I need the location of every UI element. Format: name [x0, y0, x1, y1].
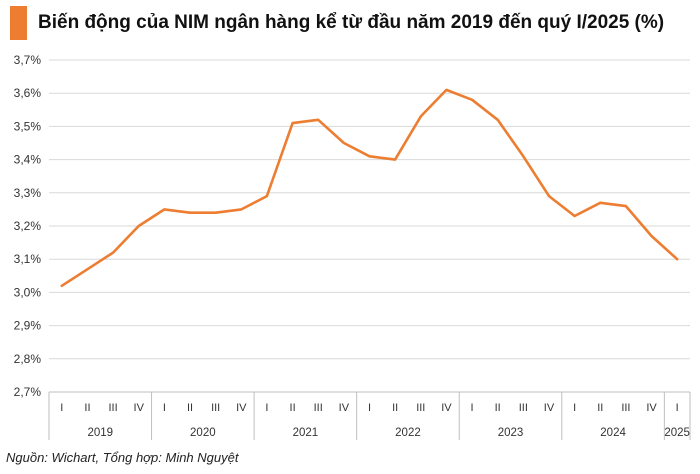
- y-tick-label: 3,1%: [14, 252, 42, 266]
- x-tick-label: III: [211, 402, 220, 414]
- year-label: 2025: [664, 427, 690, 439]
- x-tick-label: IV: [339, 402, 350, 414]
- x-tick-label: II: [84, 402, 90, 414]
- x-tick-label: I: [60, 402, 63, 414]
- y-tick-label: 2,8%: [14, 352, 42, 366]
- title-accent-bar: [10, 6, 27, 40]
- y-tick-label: 3,4%: [14, 153, 42, 167]
- x-tick-label: III: [416, 402, 425, 414]
- y-tick-label: 2,7%: [14, 385, 42, 399]
- x-tick-label: I: [163, 402, 166, 414]
- x-tick-label: III: [621, 402, 630, 414]
- x-tick-label: IV: [441, 402, 452, 414]
- y-tick-label: 3,3%: [14, 186, 42, 200]
- series-line-nim: [60, 88, 679, 288]
- year-label: 2020: [190, 427, 216, 439]
- x-tick-label: III: [519, 402, 528, 414]
- year-label: 2024: [600, 427, 626, 439]
- y-tick-label: 3,5%: [14, 119, 42, 133]
- x-tick-label: I: [676, 402, 679, 414]
- x-tick-label: I: [471, 402, 474, 414]
- x-tick-label: I: [573, 402, 576, 414]
- year-label: 2019: [87, 427, 113, 439]
- year-label: 2023: [498, 427, 524, 439]
- x-tick-label: II: [392, 402, 398, 414]
- x-tick-label: II: [187, 402, 193, 414]
- y-tick-label: 3,6%: [14, 86, 42, 100]
- x-tick-label: III: [314, 402, 323, 414]
- x-tick-label: I: [368, 402, 371, 414]
- chart-title: Biến động của NIM ngân hàng kể từ đầu nă…: [38, 12, 665, 33]
- x-tick-label: IV: [236, 402, 247, 414]
- y-tick-label: 3,2%: [14, 219, 42, 233]
- x-tick-label: III: [109, 402, 118, 414]
- y-tick-label: 2,9%: [14, 319, 42, 333]
- x-tick-label: IV: [646, 402, 657, 414]
- year-label: 2022: [395, 427, 421, 439]
- source-note: Nguồn: Wichart, Tổng hợp: Minh Nguyệt: [6, 450, 239, 465]
- year-label: 2021: [293, 427, 319, 439]
- x-tick-label: I: [265, 402, 268, 414]
- x-tick-label: IV: [544, 402, 555, 414]
- x-tick-label: II: [290, 402, 296, 414]
- x-tick-label: II: [597, 402, 603, 414]
- x-tick-label: II: [495, 402, 501, 414]
- x-tick-label: IV: [134, 402, 145, 414]
- y-tick-label: 3,0%: [14, 285, 42, 299]
- y-tick-label: 3,7%: [14, 53, 42, 67]
